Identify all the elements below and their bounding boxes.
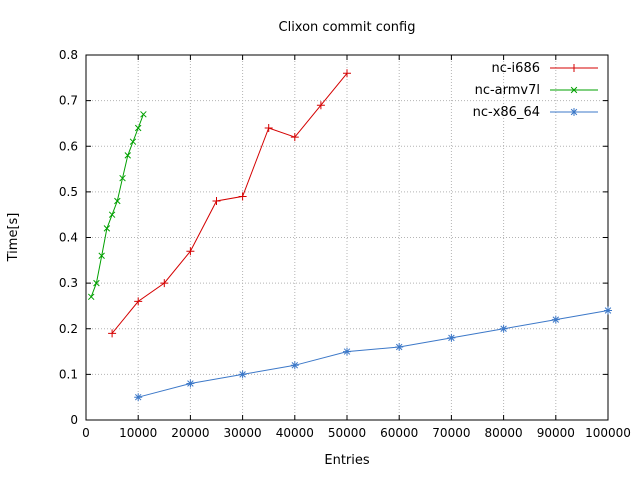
y-tick-label: 0.6: [59, 139, 78, 153]
legend-label: nc-armv7l: [475, 83, 540, 98]
y-tick-label: 0.4: [59, 231, 78, 245]
y-tick-label: 0.7: [59, 94, 78, 108]
y-tick-label: 0.5: [59, 185, 78, 199]
x-tick-label: 30000: [224, 426, 262, 440]
axes-layer: 0 10000 20000 30000 40000 50000 60000 70000 8000…: [59, 48, 631, 440]
y-tick-label: 0.3: [59, 276, 78, 290]
chart-title: Clixon commit config: [279, 20, 416, 35]
y-axis-label: Time[s]: [6, 213, 21, 263]
x-tick-label: 40000: [276, 426, 314, 440]
x-tick-label: 60000: [380, 426, 418, 440]
legend-label: nc-i686: [491, 61, 540, 76]
series-line: [111, 72, 348, 334]
series-line: [138, 310, 609, 398]
series-layer: [87, 69, 612, 402]
y-tick-label: 0.8: [59, 48, 78, 62]
series-marker: [134, 306, 612, 402]
x-tick-label: 10000: [119, 426, 157, 440]
series-marker: [108, 69, 351, 338]
grid-layer: [86, 55, 608, 420]
legend-sample-marker: [570, 108, 578, 116]
x-tick-label: 0: [82, 426, 90, 440]
legend-label: nc-x86_64: [473, 105, 540, 120]
x-tick-label: 100000: [585, 426, 631, 440]
legend-sample-marker: [570, 86, 578, 94]
x-tick-label: 80000: [485, 426, 523, 440]
legend-sample-marker: [570, 64, 578, 72]
series-marker: [87, 111, 147, 301]
series-line: [90, 114, 144, 297]
legend-layer: nc-i686 nc-armv7l nc-x86_64: [473, 61, 598, 120]
y-tick-label: 0.1: [59, 367, 78, 381]
x-tick-label: 20000: [171, 426, 209, 440]
y-tick-label: 0.2: [59, 322, 78, 336]
x-tick-label: 70000: [432, 426, 470, 440]
x-axis-label: Entries: [324, 453, 370, 468]
y-tick-label: 0: [70, 413, 78, 427]
x-tick-label: 50000: [328, 426, 366, 440]
x-tick-label: 90000: [537, 426, 575, 440]
